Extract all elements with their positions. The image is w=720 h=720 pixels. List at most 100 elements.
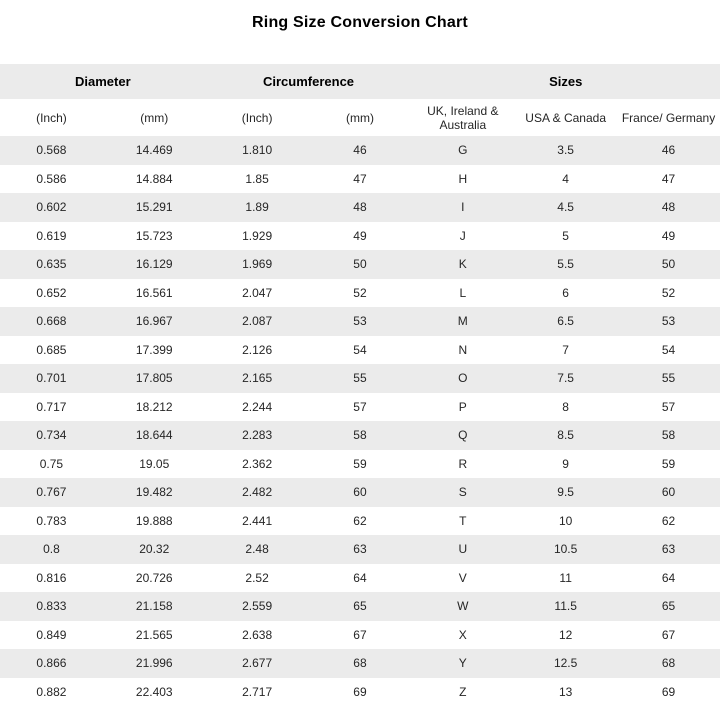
table-cell: 60 xyxy=(353,485,367,500)
table-cell: 6 xyxy=(562,285,569,300)
table-cell: 0.568 xyxy=(36,143,67,158)
table-cell: 17.805 xyxy=(135,371,173,386)
table-cell: 0.685 xyxy=(36,342,67,357)
table-cell: 65 xyxy=(661,599,676,614)
table-cell: 15.291 xyxy=(135,200,173,215)
table-cell: 47 xyxy=(353,171,367,186)
table-cell: 2.48 xyxy=(245,542,269,557)
table-cell: 0.652 xyxy=(36,285,67,300)
table-cell: 46 xyxy=(661,143,676,158)
table-cell: 0.767 xyxy=(36,485,67,500)
column-header-diameter-mm: (mm) xyxy=(102,99,206,136)
table-cell: G xyxy=(458,143,468,158)
table-row: 0.833 21.158 2.559 65 W 11.5 65 xyxy=(0,592,720,621)
table-cell: 2.244 xyxy=(242,399,273,414)
table-cell: 64 xyxy=(661,570,676,585)
table-cell: Z xyxy=(459,684,467,699)
table-cell: 15.723 xyxy=(135,228,173,243)
column-header-circumference-mm: (mm) xyxy=(308,99,412,136)
table-cell: 6.5 xyxy=(557,314,574,329)
column-header-diameter-inch: (Inch) xyxy=(0,99,103,136)
table-cell: 49 xyxy=(661,228,676,243)
table-cell: 20.726 xyxy=(135,570,173,585)
table-cell: Y xyxy=(458,656,467,671)
table-cell: 68 xyxy=(353,656,367,671)
table-row: 0.586 14.884 1.85 47 H 4 47 xyxy=(0,164,720,193)
table-cell: 12 xyxy=(558,627,573,642)
table-cell: 67 xyxy=(661,627,676,642)
table-cell: 22.403 xyxy=(135,684,173,699)
table-cell: 0.668 xyxy=(36,314,67,329)
table-cell: 11.5 xyxy=(554,599,577,614)
table-cell: M xyxy=(457,314,468,329)
column-group-sizes: Sizes xyxy=(411,64,720,99)
table-cell: 1.810 xyxy=(242,143,273,158)
table-cell: 0.734 xyxy=(36,428,67,443)
table-row: 0.8 20.32 2.48 63 U 10.5 63 xyxy=(0,535,720,564)
table-cell: 67 xyxy=(353,627,367,642)
table-cell: 0.586 xyxy=(36,171,67,186)
table-row: 0.668 16.967 2.087 53 M 6.5 53 xyxy=(0,307,720,336)
table-cell: 2.482 xyxy=(242,485,273,500)
column-header-circumference-inch: (Inch) xyxy=(205,99,309,136)
table-cell: 18.644 xyxy=(135,428,173,443)
table-cell: J xyxy=(459,228,466,243)
table-cell: 16.129 xyxy=(135,257,173,272)
table-cell: 52 xyxy=(661,285,676,300)
table-cell: 69 xyxy=(661,684,676,699)
table-cell: N xyxy=(458,342,468,357)
table-cell: 2.441 xyxy=(242,513,273,528)
table-cell: 5 xyxy=(562,228,569,243)
table-cell: 18.212 xyxy=(135,399,173,414)
table-cell: W xyxy=(457,599,469,614)
table-cell: 9 xyxy=(562,456,569,471)
table-cell: 20.32 xyxy=(139,542,170,557)
table-row: 0.685 17.399 2.126 54 N 7 54 xyxy=(0,335,720,364)
table-cell: 0.635 xyxy=(36,257,67,272)
table-cell: 2.362 xyxy=(242,456,273,471)
table-cell: 16.967 xyxy=(135,314,173,329)
table-cell: 17.399 xyxy=(135,342,173,357)
table-cell: 21.158 xyxy=(135,599,173,614)
table-cell: 2.126 xyxy=(242,342,273,357)
table-cell: 59 xyxy=(661,456,676,471)
table-cell: 48 xyxy=(353,200,367,215)
table-cell: 19.482 xyxy=(135,485,173,500)
table-row: 0.767 19.482 2.482 60 S 9.5 60 xyxy=(0,478,720,507)
table-cell: Q xyxy=(458,428,468,443)
table-cell: 65 xyxy=(353,599,367,614)
table-cell: 0.783 xyxy=(36,513,67,528)
table-cell: 2.677 xyxy=(242,656,273,671)
table-cell: 63 xyxy=(661,542,676,557)
table-row: 0.866 21.996 2.677 68 Y 12.5 68 xyxy=(0,649,720,678)
table-cell: 58 xyxy=(353,428,367,443)
table-row: 0.849 21.565 2.638 67 X 12 67 xyxy=(0,620,720,649)
table-row: 0.783 19.888 2.441 62 T 10 62 xyxy=(0,506,720,535)
table-cell: 19.05 xyxy=(139,456,170,471)
table-cell: 46 xyxy=(353,143,367,158)
table-cell: 7.5 xyxy=(557,371,574,386)
table-cell: 19.888 xyxy=(135,513,173,528)
table-cell: 9.5 xyxy=(557,485,574,500)
table-cell: 69 xyxy=(353,684,367,699)
table-cell: 16.561 xyxy=(135,285,173,300)
table-cell: 1.85 xyxy=(245,171,269,186)
table-row: 0.602 15.291 1.89 48 I 4.5 48 xyxy=(0,193,720,222)
table-cell: 54 xyxy=(353,342,367,357)
table-cell: P xyxy=(458,399,467,414)
table-cell: O xyxy=(458,371,468,386)
table-cell: 2.087 xyxy=(242,314,273,329)
ring-size-conversion-table: Diameter Circumference Sizes (Inch) (mm)… xyxy=(0,64,720,706)
table-row: 0.701 17.805 2.165 55 O 7.5 55 xyxy=(0,364,720,393)
table-cell: 0.619 xyxy=(36,228,67,243)
table-cell: 12.5 xyxy=(553,656,578,671)
table-cell: 0.866 xyxy=(36,656,67,671)
table-cell: 14.884 xyxy=(135,171,173,186)
table-cell: 60 xyxy=(661,485,676,500)
table-cell: 5.5 xyxy=(557,257,574,272)
table-cell: 57 xyxy=(661,399,676,414)
table-cell: 59 xyxy=(353,456,367,471)
table-cell: 8.5 xyxy=(557,428,574,443)
table-row: 0.882 22.403 2.717 69 Z 13 69 xyxy=(0,677,720,706)
page-title: Ring Size Conversion Chart xyxy=(252,14,468,31)
